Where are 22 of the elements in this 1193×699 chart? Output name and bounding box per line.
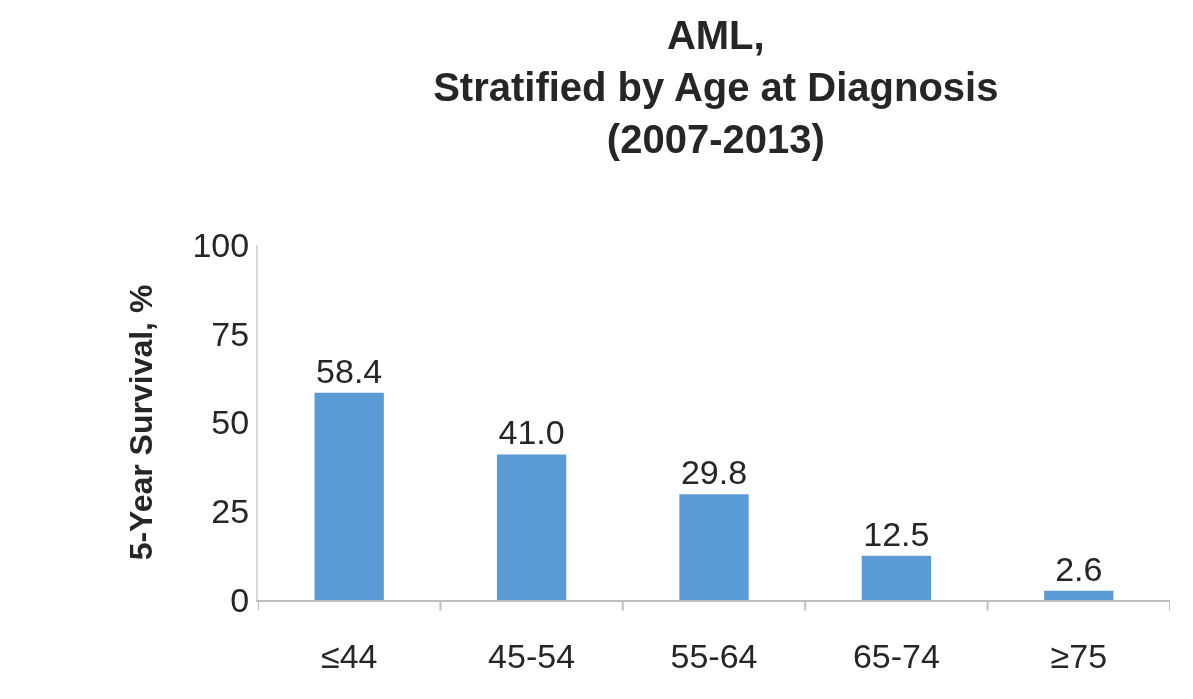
y-tick-label: 75 [211,314,250,353]
data-label: 29.8 [680,453,748,492]
x-tick-label: 45-54 [488,636,576,675]
y-tick-label: 0 [230,580,250,619]
x-tick-label: ≥75 [1050,636,1108,675]
y-tick-label: 25 [211,492,250,531]
chart-title: AML, Stratified by Age at Diagnosis (2007-2013) [433,12,999,161]
data-label: 41.0 [498,413,565,452]
y-tick-label: 100 [192,225,250,264]
x-tick-label: 65-74 [852,636,940,675]
bar [496,454,567,600]
data-label: 58.4 [316,351,383,390]
bar [679,494,749,600]
bar [1044,590,1114,600]
x-tick-label: ≤44 [320,636,378,675]
y-tick-label: 50 [211,403,250,442]
y-axis-title: 5-Year Survival, % [123,284,160,561]
x-tick-label: 55-64 [670,636,758,675]
bar [861,555,932,600]
data-label: 2.6 [1055,549,1103,588]
data-label: 12.5 [863,514,930,553]
bar [314,392,384,600]
